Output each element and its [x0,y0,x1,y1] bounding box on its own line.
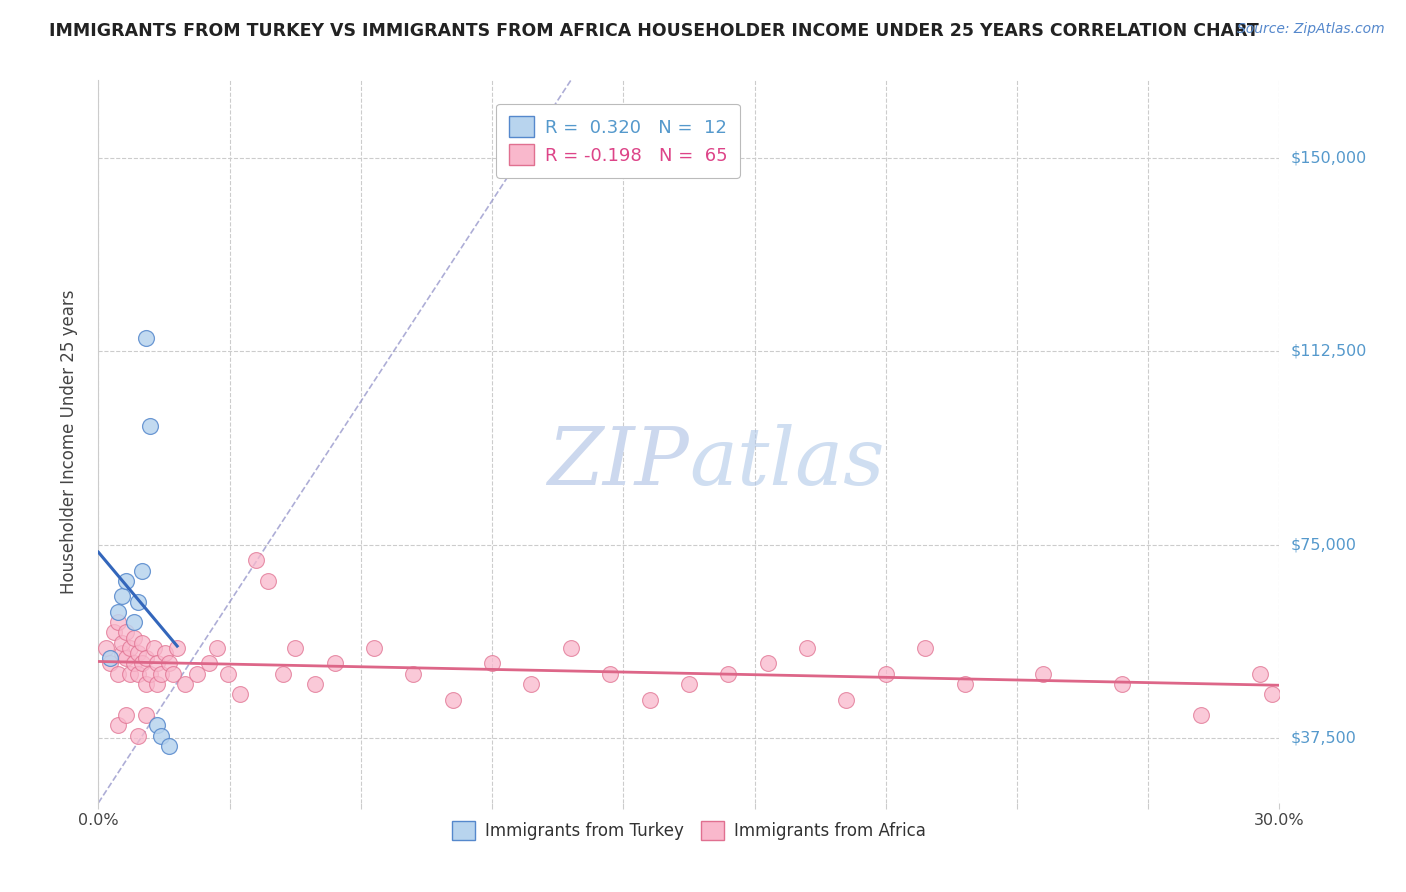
Text: $75,000: $75,000 [1291,537,1357,552]
Point [98,657,121,671]
Text: $112,500: $112,500 [1291,343,1367,359]
Point [142,640,165,655]
Point [103,625,125,640]
Y-axis label: Householder Income Under 25 years: Householder Income Under 25 years [59,289,77,594]
Point [122,657,145,671]
Point [107,718,129,732]
Point [304,677,326,691]
Point [796,640,818,655]
Point [1032,666,1054,681]
Point [135,331,157,345]
Point [953,677,976,691]
Point [441,692,464,706]
Point [107,666,129,681]
Point [111,590,134,604]
Point [197,657,219,671]
Point [135,677,157,691]
Text: atlas: atlas [689,425,884,502]
Point [118,640,141,655]
Point [131,636,153,650]
Point [205,640,228,655]
Point [186,666,208,681]
Text: ZIP: ZIP [547,425,689,502]
Point [1249,666,1271,681]
Text: $150,000: $150,000 [1291,150,1367,165]
Point [1111,677,1133,691]
Point [157,657,180,671]
Point [138,419,160,434]
Point [131,564,153,578]
Text: Source: ZipAtlas.com: Source: ZipAtlas.com [1237,22,1385,37]
Point [402,666,425,681]
Point [146,657,169,671]
Point [284,640,307,655]
Point [174,677,197,691]
Point [157,739,180,753]
Point [678,677,700,691]
Point [146,718,169,732]
Point [756,657,779,671]
Point [256,574,278,588]
Point [1260,687,1282,701]
Point [146,677,169,691]
Point [118,666,141,681]
Point [229,687,252,701]
Point [135,651,157,665]
Point [127,646,149,660]
Point [599,666,621,681]
Point [122,631,145,645]
Point [127,666,149,681]
Point [273,666,295,681]
Point [323,657,346,671]
Point [245,553,267,567]
Point [150,666,173,681]
Text: IMMIGRANTS FROM TURKEY VS IMMIGRANTS FROM AFRICA HOUSEHOLDER INCOME UNDER 25 YEA: IMMIGRANTS FROM TURKEY VS IMMIGRANTS FRO… [49,22,1258,40]
Point [875,666,897,681]
Point [560,640,582,655]
Point [115,574,138,588]
Legend: Immigrants from Turkey, Immigrants from Africa: Immigrants from Turkey, Immigrants from … [443,813,935,848]
Point [115,708,138,723]
Point [135,708,157,723]
Point [96,640,118,655]
Point [122,615,145,630]
Point [138,666,160,681]
Point [127,594,149,608]
Point [107,615,129,630]
Point [155,646,177,660]
Point [150,729,173,743]
Text: $37,500: $37,500 [1291,731,1357,746]
Point [481,657,503,671]
Point [363,640,385,655]
Point [914,640,936,655]
Point [638,692,661,706]
Point [1189,708,1212,723]
Point [107,605,129,619]
Point [127,729,149,743]
Point [835,692,858,706]
Point [131,657,153,671]
Point [520,677,543,691]
Point [98,651,121,665]
Point [111,636,134,650]
Point [166,640,188,655]
Point [217,666,239,681]
Point [115,625,138,640]
Point [162,666,184,681]
Point [111,646,134,660]
Point [115,651,138,665]
Point [717,666,740,681]
